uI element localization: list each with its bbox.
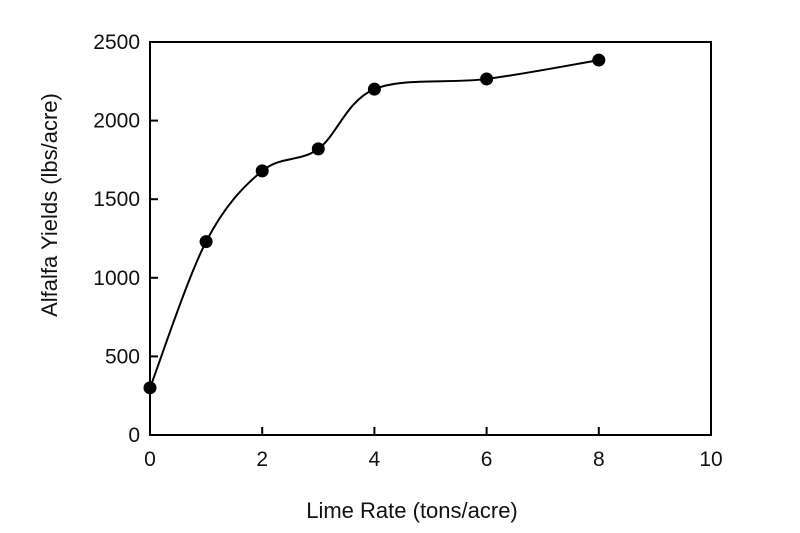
data-markers — [143, 53, 606, 395]
data-point — [199, 235, 213, 249]
y-tick-label: 0 — [128, 424, 140, 447]
x-tick-label: 4 — [369, 448, 381, 471]
plot-frame — [149, 41, 712, 436]
y-axis-title: Alfalfa Yields (lbs/acre) — [37, 93, 62, 317]
x-tick-label: 2 — [256, 448, 268, 471]
series-line — [149, 59, 599, 389]
data-point — [255, 164, 269, 178]
y-axis-ticks: 0 500 1000 1500 2000 2500 — [93, 31, 158, 447]
x-tick-label: 10 — [699, 448, 722, 471]
data-point — [592, 53, 606, 67]
x-axis-title: Lime Rate (tons/acre) — [306, 498, 518, 523]
y-tick-label: 1500 — [93, 188, 140, 211]
data-point — [480, 72, 494, 86]
x-tick-label: 0 — [144, 448, 156, 471]
data-point — [311, 142, 325, 156]
data-point — [367, 82, 381, 96]
x-tick-label: 6 — [481, 448, 493, 471]
data-point — [143, 381, 157, 395]
y-tick-label: 1000 — [93, 267, 140, 290]
y-tick-label: 2500 — [93, 31, 140, 54]
y-tick-label: 2000 — [93, 110, 140, 133]
x-tick-label: 8 — [593, 448, 605, 471]
x-axis-ticks: 0 2 4 6 8 10 — [144, 427, 723, 471]
y-tick-label: 500 — [105, 345, 140, 368]
